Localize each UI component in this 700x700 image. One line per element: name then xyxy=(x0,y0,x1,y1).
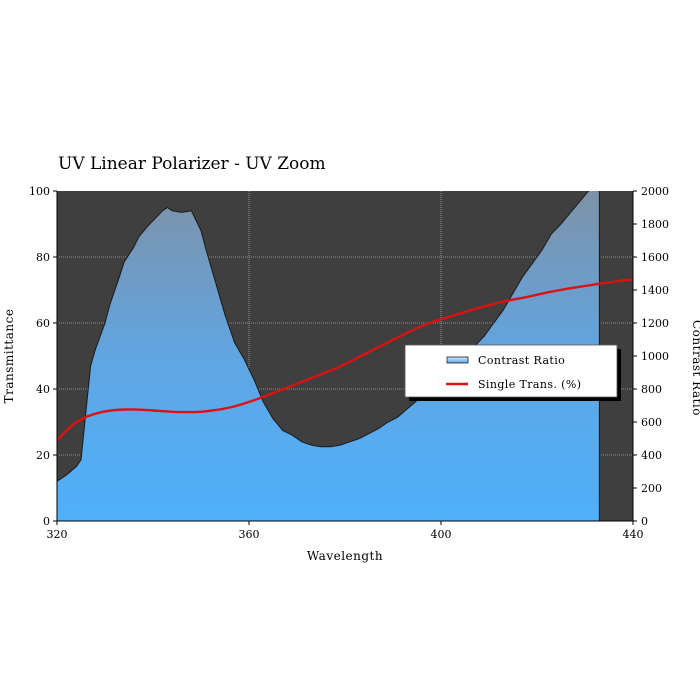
legend-swatch-contrast-ratio xyxy=(446,356,469,364)
y2-tick-label: 400 xyxy=(641,449,662,462)
legend-label-single-trans: Single Trans. (%) xyxy=(478,378,581,391)
x-tick-label: 320 xyxy=(47,528,68,541)
y-tick-label: 20 xyxy=(36,449,50,462)
y-tick-label: 80 xyxy=(36,251,50,264)
y2-tick-label: 1000 xyxy=(641,350,669,363)
y-axis-ticks: 0 20 40 60 80 100 xyxy=(29,185,57,528)
y2-tick-label: 600 xyxy=(641,416,662,429)
x-axis-label: Wavelength xyxy=(307,549,383,563)
single-trans-line xyxy=(57,278,633,441)
x-tick-label: 400 xyxy=(431,528,452,541)
y-tick-label: 40 xyxy=(36,383,50,396)
legend: Contrast Ratio Single Trans. (%) xyxy=(404,344,621,401)
contrast-ratio-area xyxy=(57,191,600,521)
chart-title: UV Linear Polarizer - UV Zoom xyxy=(58,154,326,174)
y2-tick-label: 0 xyxy=(641,515,648,528)
y-tick-label: 100 xyxy=(29,185,50,198)
y2-tick-label: 1200 xyxy=(641,317,669,330)
y-tick-label: 60 xyxy=(36,317,50,330)
x-tick-label: 440 xyxy=(623,528,644,541)
y2-tick-label: 1800 xyxy=(641,218,669,231)
y2-tick-label: 200 xyxy=(641,482,662,495)
x-axis-ticks: 320 360 400 440 xyxy=(47,521,644,541)
y2-axis-label: Contrast Ratio xyxy=(690,320,700,416)
y2-tick-label: 2000 xyxy=(641,185,669,198)
y2-tick-label: 1600 xyxy=(641,251,669,264)
legend-label-contrast-ratio: Contrast Ratio xyxy=(478,354,565,367)
y2-tick-label: 1400 xyxy=(641,284,669,297)
y2-tick-label: 800 xyxy=(641,383,662,396)
x-tick-label: 360 xyxy=(239,528,260,541)
y-axis-label: Transmittance xyxy=(2,309,16,404)
y-tick-label: 0 xyxy=(43,515,50,528)
legend-box xyxy=(404,344,618,398)
y2-axis-ticks: 0 200 400 600 800 1000 1200 1400 1600 1800 2000 xyxy=(633,185,669,528)
